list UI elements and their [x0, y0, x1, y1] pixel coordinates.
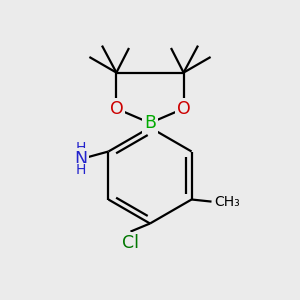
Text: Cl: Cl	[122, 234, 139, 252]
Text: N: N	[74, 150, 88, 168]
Text: O: O	[110, 100, 123, 118]
Text: B: B	[144, 114, 156, 132]
Text: O: O	[177, 100, 190, 118]
Text: H: H	[76, 141, 86, 154]
Text: CH₃: CH₃	[214, 195, 240, 208]
Text: H: H	[76, 164, 86, 177]
